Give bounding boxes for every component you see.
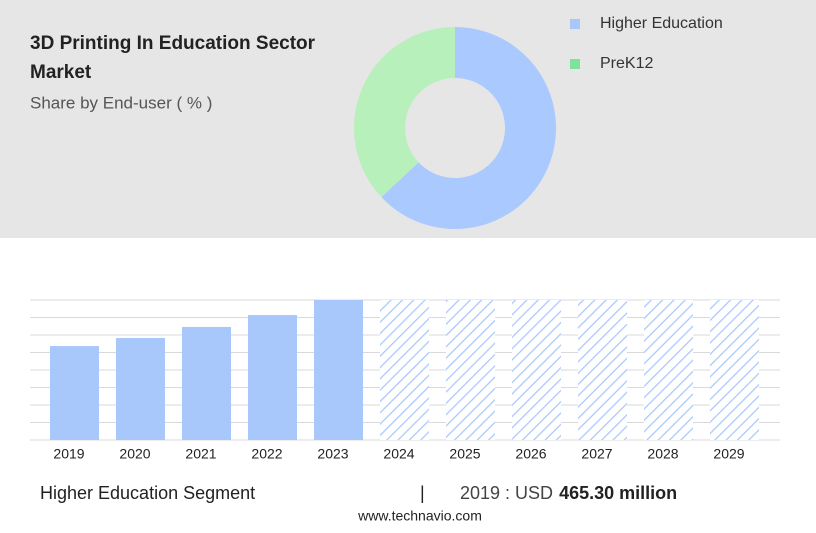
x-tick-label: 2027 [581, 446, 612, 462]
bar [248, 315, 297, 440]
forecast-placeholder [446, 300, 495, 440]
separator: | [420, 483, 425, 503]
x-tick-label: 2025 [449, 446, 480, 462]
forecast-placeholder [380, 300, 429, 440]
donut-slice [354, 27, 455, 198]
source: www.technavio.com [357, 508, 482, 524]
donut-slice [381, 27, 556, 229]
x-tick-label: 2022 [251, 446, 282, 462]
forecast-placeholder [644, 300, 693, 440]
legend-label: Higher Education [600, 15, 723, 32]
bar [50, 346, 99, 440]
bar [314, 300, 363, 440]
x-tick-label: 2026 [515, 446, 546, 462]
legend-label: PreK12 [600, 55, 653, 72]
value: 465.30 million [559, 483, 677, 503]
legend-marker [570, 59, 580, 69]
x-tick-label: 2020 [119, 446, 150, 462]
forecast-placeholder [578, 300, 627, 440]
x-tick-label: 2029 [713, 446, 744, 462]
x-tick-label: 2023 [317, 446, 348, 462]
x-tick-label: 2028 [647, 446, 678, 462]
forecast-placeholder [512, 300, 561, 440]
bar [182, 326, 231, 440]
footer-value: 2019 : USD 465.30 million [460, 483, 677, 503]
title: Market [30, 62, 92, 83]
title: 3D Printing In Education Sector [30, 33, 316, 54]
x-tick-label: 2019 [53, 446, 84, 462]
segment-label: Higher Education Segment [40, 483, 255, 503]
bar [116, 337, 165, 440]
x-tick-label: 2021 [185, 446, 216, 462]
x-tick-label: 2024 [383, 446, 414, 462]
year-label: 2019 : USD [460, 483, 553, 503]
legend-marker [570, 19, 580, 29]
forecast-placeholder [710, 300, 759, 440]
subtitle: Share by End-user ( % ) [30, 93, 212, 112]
